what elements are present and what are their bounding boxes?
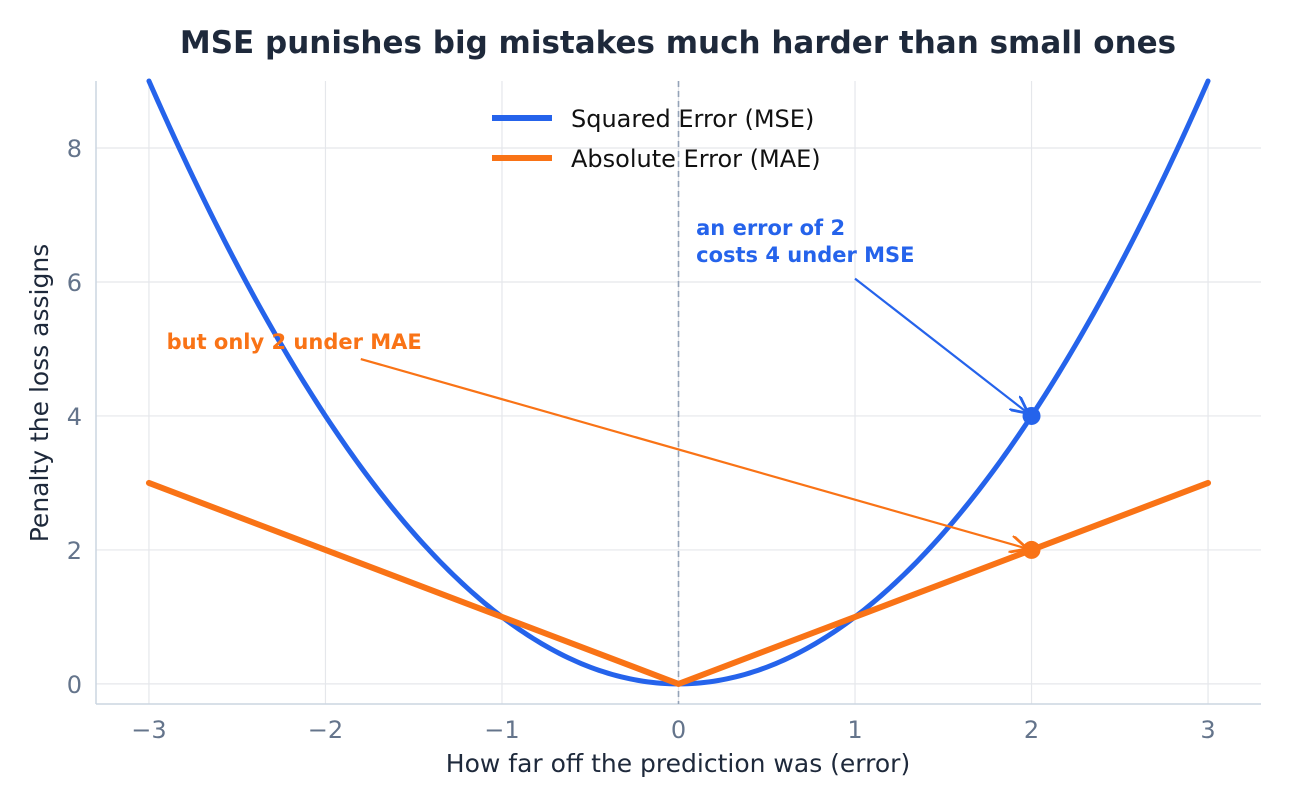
legend: Squared Error (MSE) Absolute Error (MAE): [492, 105, 821, 173]
y-tick-label: 0: [67, 671, 82, 699]
mae-annotation-line: but only 2 under MAE: [167, 330, 422, 354]
x-tick-label: −1: [484, 716, 519, 744]
mse-annotation-arrow: [854, 277, 1027, 413]
mae-annotation-arrow: [360, 357, 1026, 548]
x-tick-label: 0: [671, 716, 686, 744]
x-tick-label: 1: [847, 716, 862, 744]
series-group: [145, 78, 1212, 704]
x-tick-label: −3: [131, 716, 166, 744]
y-tick-label: 8: [67, 135, 82, 163]
y-tick-label: 2: [67, 537, 82, 565]
y-tick-label: 4: [67, 403, 82, 431]
axes: −3 −2 −1 0 1 2 3 0 2 4 6 8: [67, 81, 1261, 744]
mae-annotation-text: but only 2 under MAE: [167, 330, 422, 354]
mse-annotation-line: an error of 2: [696, 216, 845, 240]
chart-title: MSE punishes big mistakes much harder th…: [180, 25, 1176, 61]
mse-legend-label: Squared Error (MSE): [571, 105, 814, 133]
grid: [96, 81, 1261, 704]
annotations: an error of 2 costs 4 under MSE but only 2…: [167, 216, 1027, 548]
y-axis-label: Penalty the loss assigns: [25, 244, 54, 543]
mse-annotation-line: costs 4 under MSE: [696, 243, 914, 267]
mse-annotation-text: an error of 2 costs 4 under MSE: [696, 216, 914, 267]
x-tick-label: −2: [308, 716, 343, 744]
x-axis-label: How far off the prediction was (error): [446, 749, 910, 778]
y-tick-label: 6: [67, 269, 82, 297]
mae-highlight-point: [1022, 540, 1041, 559]
x-tick-label: 2: [1024, 716, 1039, 744]
x-tick-label: 3: [1200, 716, 1215, 744]
mae-legend-label: Absolute Error (MAE): [571, 145, 821, 173]
mse-highlight-point: [1022, 406, 1041, 425]
